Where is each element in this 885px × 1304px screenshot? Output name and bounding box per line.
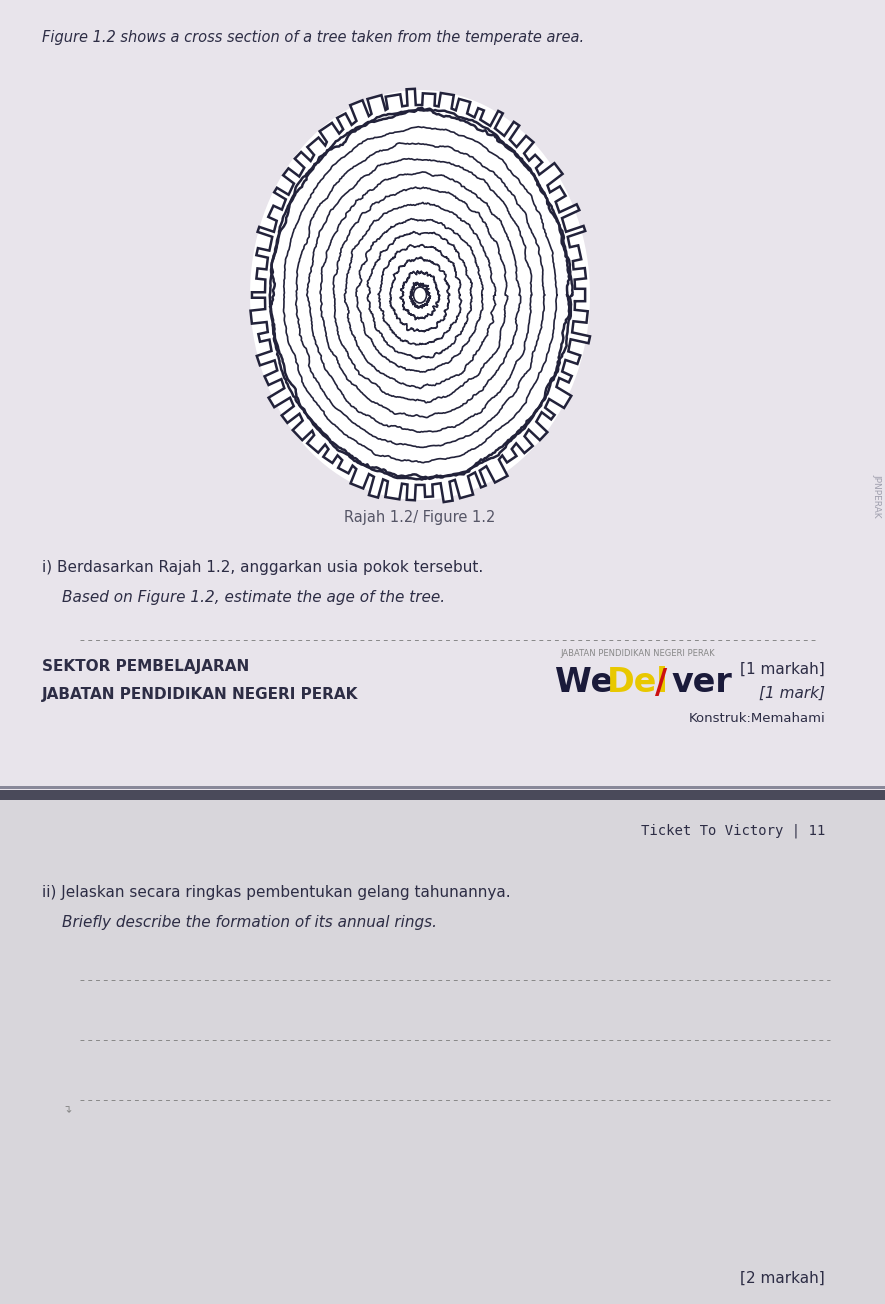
Ellipse shape xyxy=(413,287,427,303)
Text: ver: ver xyxy=(671,666,732,699)
Polygon shape xyxy=(261,98,581,490)
Text: We: We xyxy=(555,666,613,699)
FancyBboxPatch shape xyxy=(0,786,885,789)
FancyBboxPatch shape xyxy=(0,0,885,795)
Ellipse shape xyxy=(346,203,495,386)
Text: i) Berdasarkan Rajah 1.2, anggarkan usia pokok tersebut.: i) Berdasarkan Rajah 1.2, anggarkan usia… xyxy=(42,559,483,575)
Text: Del: Del xyxy=(607,666,669,699)
Ellipse shape xyxy=(390,259,450,331)
Ellipse shape xyxy=(283,128,557,462)
Ellipse shape xyxy=(333,189,507,402)
Text: Based on Figure 1.2, estimate the age of the tree.: Based on Figure 1.2, estimate the age of… xyxy=(62,589,445,605)
Text: ii) Jelaskan secara ringkas pembentukan gelang tahunannya.: ii) Jelaskan secara ringkas pembentukan … xyxy=(42,885,511,900)
Ellipse shape xyxy=(250,90,590,499)
Ellipse shape xyxy=(369,232,471,357)
FancyBboxPatch shape xyxy=(0,790,885,799)
Text: JABATAN PENDIDIKAN NEGERI PERAK: JABATAN PENDIDIKAN NEGERI PERAK xyxy=(42,687,358,703)
FancyBboxPatch shape xyxy=(0,795,885,1304)
Text: SEKTOR PEMBELAJARAN: SEKTOR PEMBELAJARAN xyxy=(42,660,250,674)
Text: Konstruk:Memahami: Konstruk:Memahami xyxy=(689,712,825,725)
Text: JPNPERAK: JPNPERAK xyxy=(873,473,881,518)
Ellipse shape xyxy=(296,143,544,447)
Text: Briefly describe the formation of its annual rings.: Briefly describe the formation of its an… xyxy=(62,915,437,930)
Text: JABATAN PENDIDIKAN NEGERI PERAK: JABATAN PENDIDIKAN NEGERI PERAK xyxy=(560,648,714,657)
Polygon shape xyxy=(250,89,590,502)
Ellipse shape xyxy=(320,173,519,416)
Text: Rajah 1.2/ Figure 1.2: Rajah 1.2/ Figure 1.2 xyxy=(344,510,496,526)
Ellipse shape xyxy=(402,273,439,318)
Text: [1 markah]: [1 markah] xyxy=(740,662,825,677)
Text: [1 mark]: [1 mark] xyxy=(759,686,825,702)
Text: /: / xyxy=(655,666,667,699)
Ellipse shape xyxy=(270,111,570,480)
Ellipse shape xyxy=(308,158,532,432)
Text: [2 markah]: [2 markah] xyxy=(740,1271,825,1286)
Ellipse shape xyxy=(411,283,429,306)
Ellipse shape xyxy=(358,219,482,372)
Text: ↴: ↴ xyxy=(62,1104,72,1115)
Ellipse shape xyxy=(380,245,460,344)
Text: Figure 1.2 shows a cross section of a tree taken from the temperate area.: Figure 1.2 shows a cross section of a tr… xyxy=(42,30,584,46)
Text: Ticket To Victory | 11: Ticket To Victory | 11 xyxy=(641,823,825,837)
